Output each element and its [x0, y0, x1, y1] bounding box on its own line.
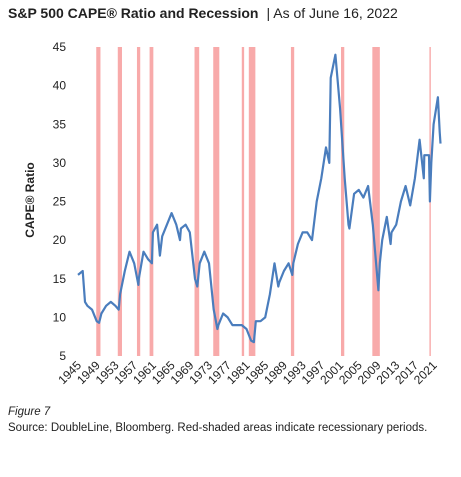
recession-band: [290, 47, 295, 356]
chart-subtitle: | As of June 16, 2022: [266, 5, 398, 21]
recession-band: [194, 47, 200, 356]
y-tick-label: 25: [53, 195, 67, 209]
recession-band: [372, 47, 380, 356]
figure-label: Figure 7: [8, 406, 51, 418]
footer: Figure 7 Source: DoubleLine, Bloomberg. …: [8, 404, 448, 436]
y-tick-label: 45: [53, 40, 67, 54]
y-tick-label: 15: [53, 272, 67, 286]
recession-band: [213, 47, 220, 356]
recession-band: [149, 47, 154, 356]
y-tick-label: 40: [53, 79, 67, 93]
data-line: [77, 53, 442, 344]
recession-band: [136, 47, 141, 356]
recession-band: [241, 47, 245, 356]
recession-band: [117, 47, 122, 356]
recession-band: [248, 47, 256, 356]
x-tick-label: 2021: [411, 358, 440, 387]
recession-band: [96, 47, 101, 356]
y-tick-label: 35: [53, 117, 67, 131]
y-tick-label: 30: [53, 156, 67, 170]
y-axis-label: CAPE® Ratio: [23, 162, 37, 238]
y-tick-label: 5: [59, 349, 66, 363]
y-tick-label: 10: [53, 310, 67, 324]
source-note: Source: DoubleLine, Bloomberg. Red-shade…: [8, 422, 428, 434]
chart: S&P 500 CAPE® Ratio and Recession | As o…: [8, 5, 442, 387]
y-tick-label: 20: [53, 233, 67, 247]
recession-band: [340, 47, 345, 356]
chart-title: S&P 500 CAPE® Ratio and Recession: [8, 5, 258, 21]
